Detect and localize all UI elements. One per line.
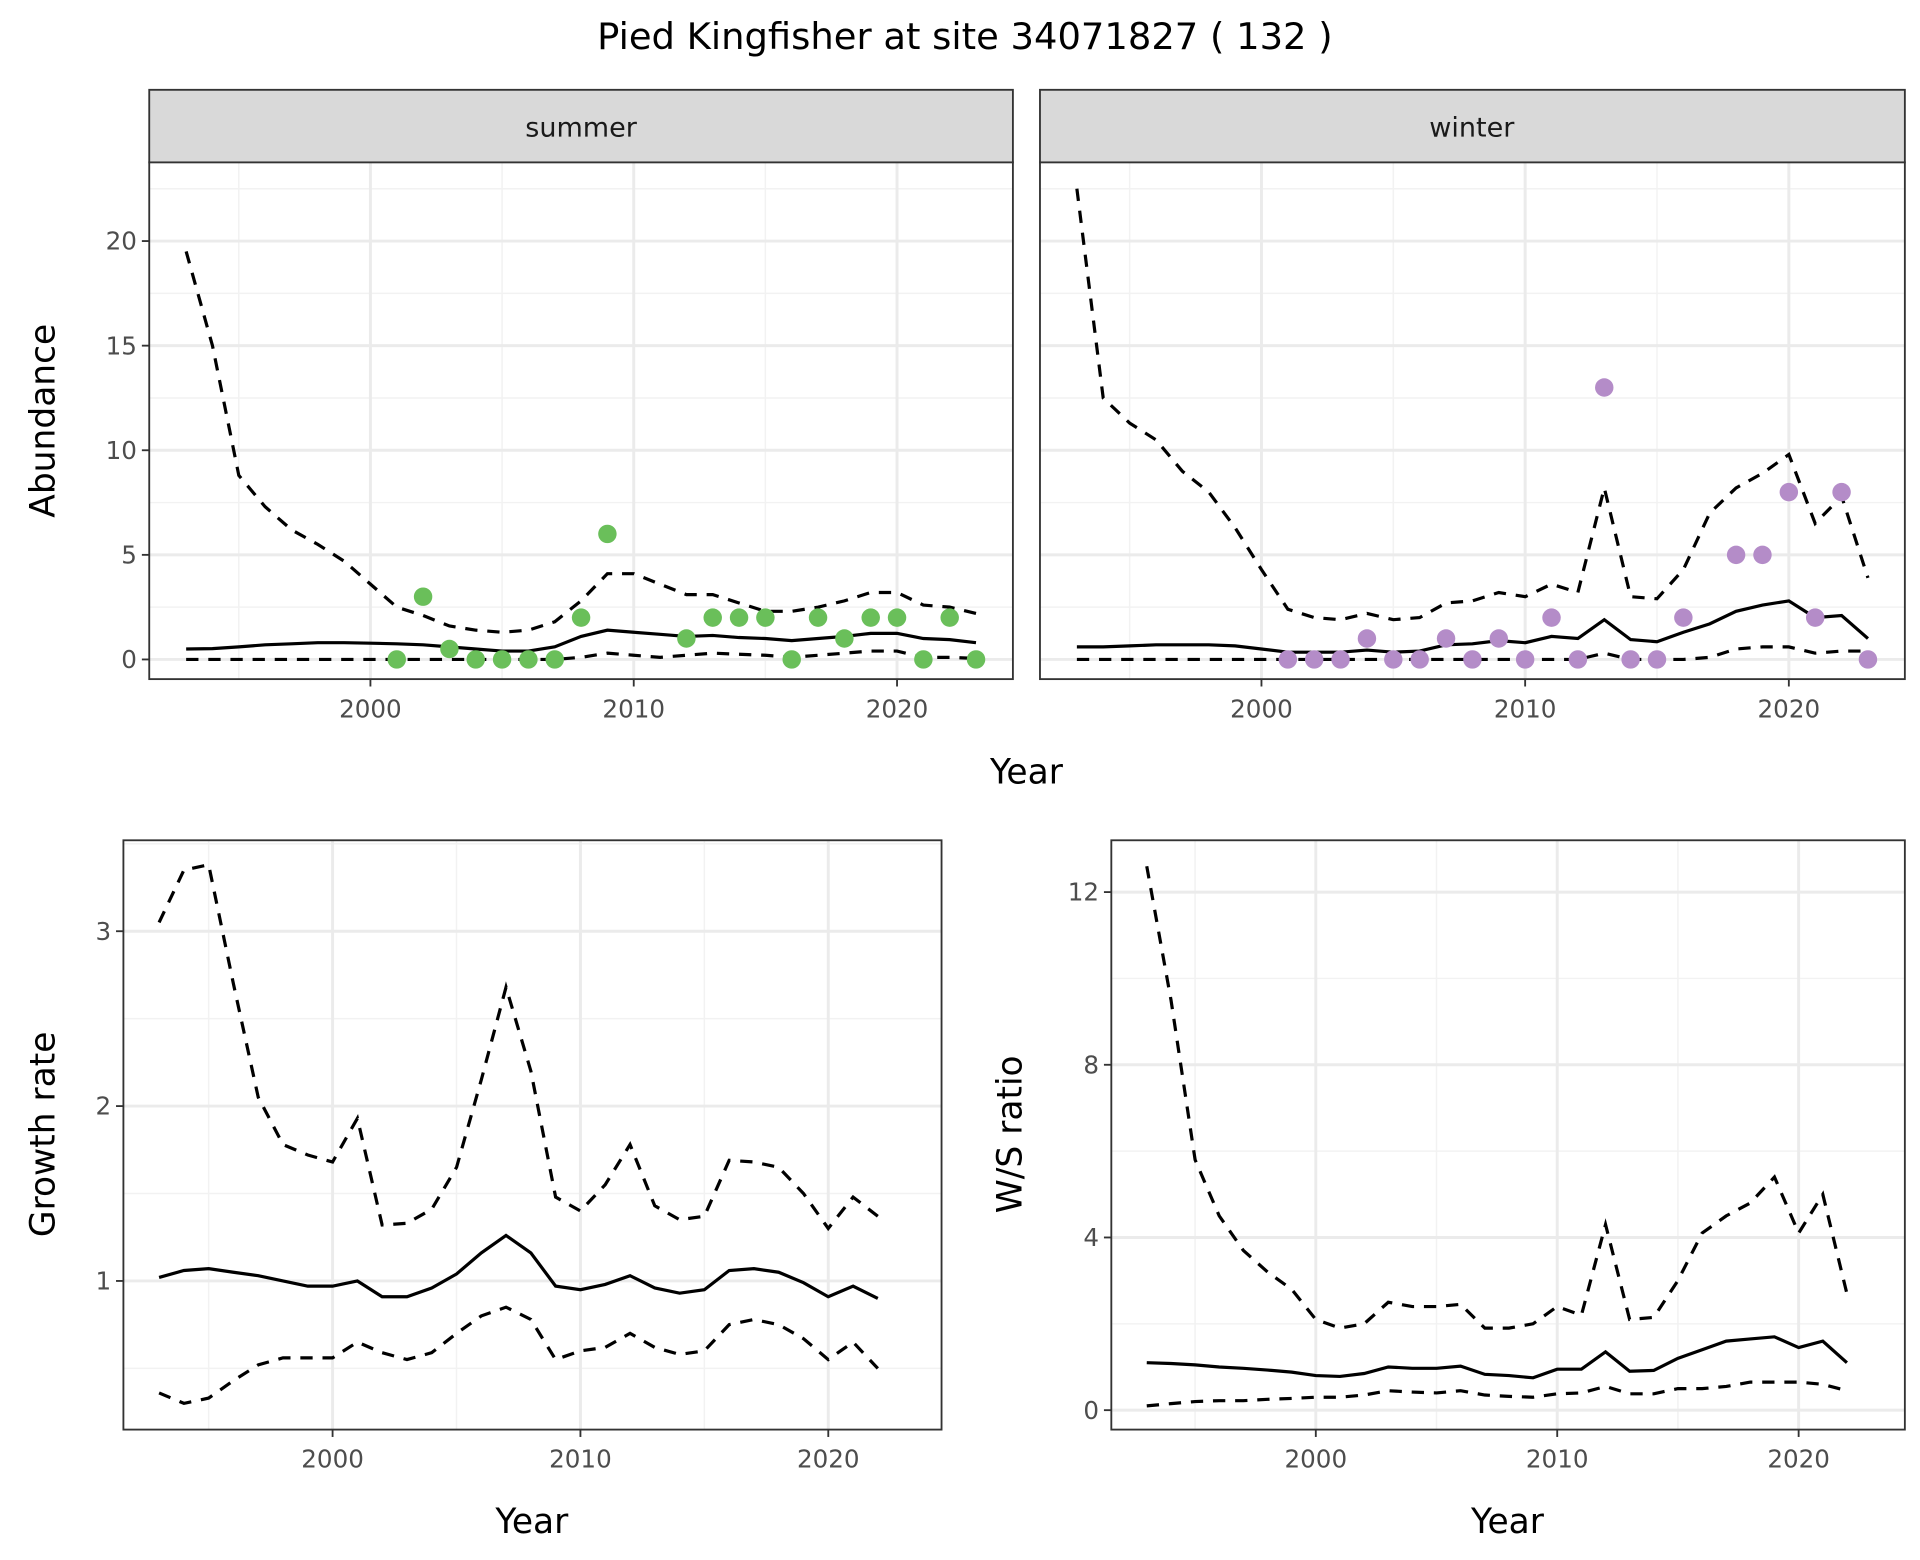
observed-point bbox=[1463, 650, 1482, 669]
observed-point bbox=[966, 650, 986, 669]
observed-point bbox=[1674, 608, 1693, 627]
observed-point bbox=[1779, 482, 1799, 502]
observed-point bbox=[492, 650, 512, 669]
upper-bound-line bbox=[1145, 865, 1849, 1330]
observed-point bbox=[1805, 608, 1825, 627]
observed-point bbox=[782, 650, 801, 669]
observed-point bbox=[1331, 650, 1350, 669]
observed-point bbox=[887, 608, 907, 627]
panel-border bbox=[1110, 839, 1906, 1431]
upper-bound-line bbox=[157, 862, 879, 1232]
panel-border bbox=[148, 161, 1014, 681]
observed-point bbox=[1436, 629, 1456, 648]
facet-strip-summer bbox=[148, 88, 1014, 164]
x-tick-label: 2000 bbox=[1230, 694, 1293, 723]
y-tick-label: 2 bbox=[95, 1092, 111, 1121]
observed-point bbox=[440, 639, 459, 659]
panel-background bbox=[1039, 162, 1905, 680]
x-tick-label: 2010 bbox=[1494, 694, 1557, 723]
observed-point bbox=[808, 608, 828, 627]
observed-point bbox=[729, 608, 749, 627]
observed-point bbox=[1858, 650, 1878, 669]
observed-point bbox=[1542, 608, 1561, 627]
y-tick-label: 0 bbox=[121, 645, 137, 674]
observed-point bbox=[519, 650, 538, 669]
panel-growth-rate: 2000 2010 2020 1 2 3 bbox=[95, 839, 943, 1474]
mean-line bbox=[1146, 1335, 1848, 1380]
observed-point bbox=[703, 608, 722, 627]
y-tick-label: 15 bbox=[106, 331, 137, 360]
observed-point bbox=[861, 608, 880, 627]
observed-point bbox=[1832, 482, 1851, 502]
panel-border bbox=[122, 839, 943, 1431]
observed-point bbox=[940, 608, 959, 627]
y-tick-label: 1 bbox=[95, 1267, 111, 1296]
y-tick-label: 3 bbox=[95, 917, 111, 946]
y-tick-label: 5 bbox=[121, 540, 137, 569]
observed-point bbox=[1489, 629, 1509, 648]
observed-point bbox=[756, 608, 775, 627]
y-tick-label: 12 bbox=[1068, 878, 1099, 907]
observed-point bbox=[413, 587, 433, 606]
observed-point bbox=[466, 650, 485, 669]
panel-summer: 2000 2010 2020 0 5 10 15 20 bbox=[106, 161, 1014, 723]
observed-point bbox=[677, 629, 696, 648]
chart-title: Pied Kingfisher at site 34071827 ( 132 ) bbox=[597, 15, 1332, 58]
observed-point bbox=[1357, 629, 1377, 648]
panel-w-s-ratio: 2000 2010 2020 0 4 8 12 bbox=[1068, 839, 1906, 1474]
x-tick-label: 2020 bbox=[797, 1445, 860, 1474]
lower-bound-line bbox=[158, 1305, 879, 1406]
facet-label-winter: winter bbox=[1429, 113, 1515, 144]
facet-label-summer: summer bbox=[525, 113, 638, 144]
panel-winter: 2000 2010 2020 bbox=[1039, 161, 1906, 723]
y-tick-label: 0 bbox=[1083, 1396, 1099, 1425]
x-tick-label: 2020 bbox=[1758, 694, 1821, 723]
observed-point bbox=[1568, 650, 1588, 669]
observed-point bbox=[598, 524, 617, 544]
y-tick-label: 4 bbox=[1083, 1223, 1099, 1252]
observed-point bbox=[387, 650, 406, 669]
observed-point bbox=[914, 650, 933, 669]
x-tick-label: 2010 bbox=[602, 694, 665, 723]
panel-border bbox=[1039, 161, 1906, 681]
observed-point bbox=[1647, 650, 1667, 669]
observed-point bbox=[1278, 650, 1298, 669]
mean-line bbox=[158, 1233, 879, 1300]
x-tick-label: 2000 bbox=[1285, 1445, 1348, 1474]
x-tick-label: 2020 bbox=[1767, 1445, 1830, 1474]
x-tick-label: 2010 bbox=[549, 1445, 612, 1474]
y-axis-title-growth: Growth rate bbox=[24, 1032, 64, 1238]
observed-point bbox=[1384, 650, 1403, 669]
panel-background bbox=[1111, 840, 1905, 1430]
x-axis-title-ws: Year bbox=[1470, 1502, 1545, 1542]
y-tick-label: 10 bbox=[106, 436, 137, 465]
observed-point bbox=[1410, 650, 1429, 669]
observed-point bbox=[835, 629, 854, 648]
panel-background bbox=[123, 840, 942, 1430]
x-tick-label: 2020 bbox=[866, 694, 929, 723]
x-tick-label: 2000 bbox=[339, 694, 402, 723]
facet-strip-winter bbox=[1039, 88, 1906, 164]
observed-point bbox=[1726, 545, 1746, 565]
upper-bound-line bbox=[1075, 188, 1870, 622]
observed-point bbox=[571, 608, 591, 627]
x-tick-label: 2000 bbox=[301, 1445, 364, 1474]
x-axis-title-abundance: Year bbox=[989, 753, 1064, 793]
observed-point bbox=[1304, 650, 1324, 669]
y-tick-label: 8 bbox=[1083, 1050, 1099, 1079]
y-axis-title-ws: W/S ratio bbox=[991, 1055, 1031, 1213]
y-tick-label: 20 bbox=[106, 227, 137, 256]
x-axis-title-growth: Year bbox=[494, 1502, 569, 1542]
y-axis-title-abundance: Abundance bbox=[24, 324, 64, 518]
lower-bound-line bbox=[1146, 1380, 1848, 1408]
observed-point bbox=[1515, 650, 1535, 669]
mean-line bbox=[1076, 599, 1870, 654]
observed-point bbox=[1621, 650, 1640, 669]
observed-point bbox=[545, 650, 564, 669]
upper-bound-line bbox=[184, 251, 977, 634]
x-tick-label: 2010 bbox=[1526, 1445, 1589, 1474]
observed-point bbox=[1595, 378, 1614, 397]
observed-point bbox=[1753, 545, 1772, 565]
